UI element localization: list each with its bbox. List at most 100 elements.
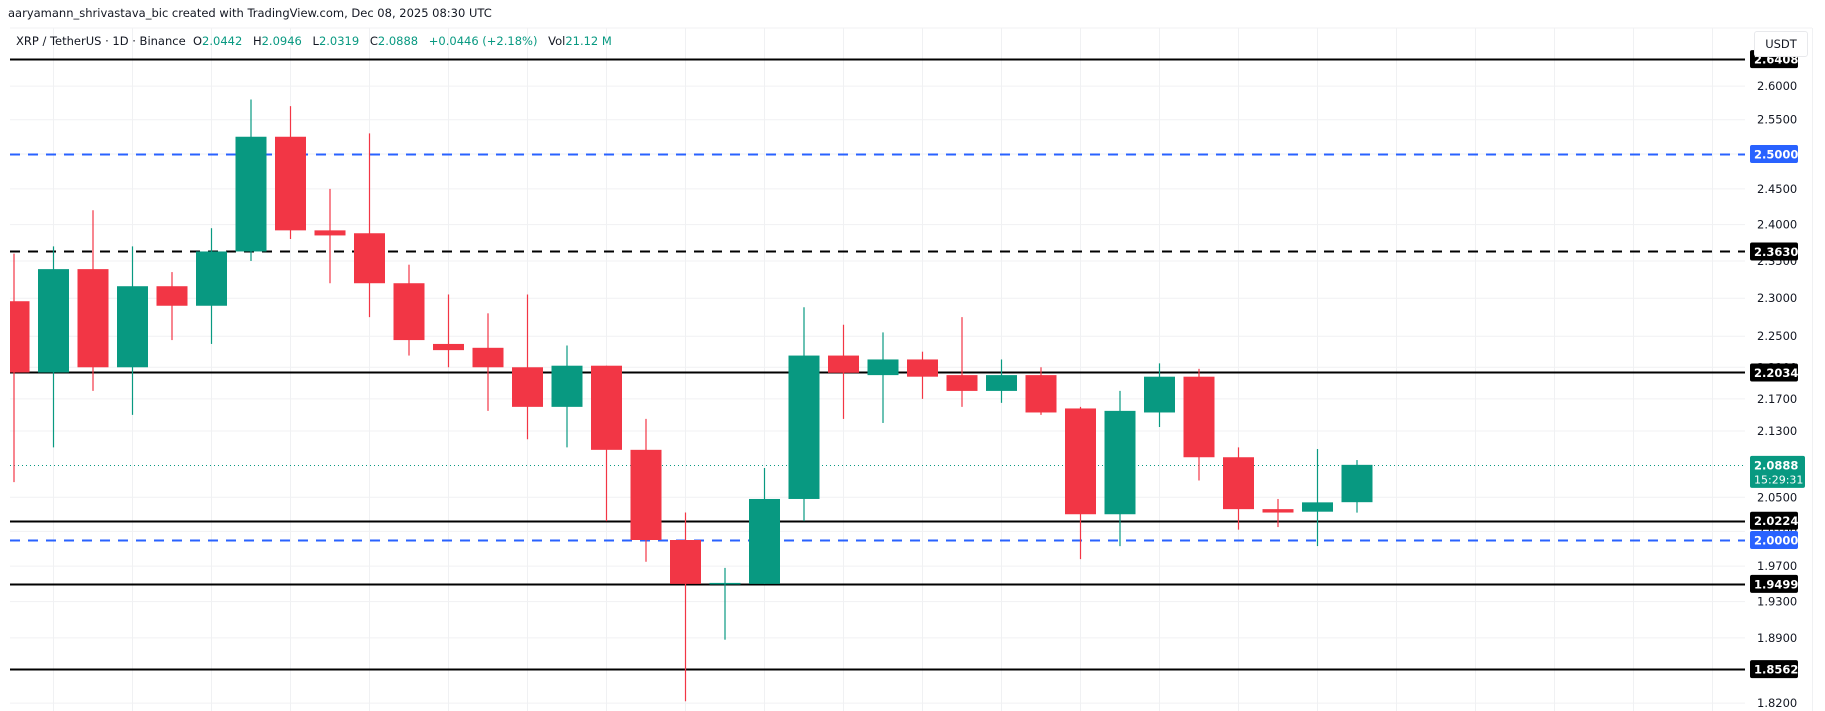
axis-tick-label: 2.6000 (1757, 79, 1797, 93)
candle-bearish[interactable] (156, 272, 188, 341)
candle-bearish[interactable] (1025, 367, 1057, 415)
open-label: O (192, 34, 203, 48)
candle-body (1065, 408, 1096, 515)
axis-tick-label: 2.2500 (1757, 329, 1797, 343)
candle-body (551, 365, 583, 407)
candle-bearish[interactable] (10, 253, 30, 483)
candle-bearish[interactable] (77, 210, 109, 391)
candle-body (591, 365, 622, 450)
candle-body (354, 233, 385, 284)
candle-body (670, 540, 701, 584)
candle-bullish[interactable] (117, 246, 148, 415)
candle-bearish[interactable] (433, 294, 464, 368)
candle-bullish[interactable] (551, 345, 583, 448)
axis-tick-label: 2.1300 (1757, 424, 1797, 438)
low-label: L (312, 34, 319, 48)
candle-bearish[interactable] (946, 317, 978, 407)
candle-body (946, 375, 978, 391)
axis-tick-label: 2.0500 (1757, 490, 1797, 504)
candle-body (10, 301, 30, 373)
candle-bullish[interactable] (38, 246, 69, 448)
open-value: 2.0442 (202, 34, 243, 48)
volume-label: Vol (548, 34, 566, 48)
axis-tick-label: 2.3000 (1757, 291, 1797, 305)
candle-bullish[interactable] (1144, 363, 1175, 427)
currency-unit-button[interactable]: USDT (1754, 31, 1808, 57)
candle-bearish[interactable] (314, 188, 346, 284)
candle-bearish[interactable] (828, 324, 859, 419)
chart-credit: aaryamann_shrivastava_bic created with T… (8, 6, 492, 20)
candle-bearish[interactable] (512, 294, 543, 440)
candle-bullish[interactable] (709, 567, 741, 640)
candle-bearish[interactable] (1183, 368, 1215, 481)
candle-bullish[interactable] (1302, 449, 1333, 547)
change-value: +0.0446 (+2.18%) (428, 34, 538, 48)
candle-bearish[interactable] (354, 133, 385, 318)
candle-bearish[interactable] (1065, 406, 1096, 560)
price-label-badge[interactable] (1750, 511, 1798, 530)
candle-bearish[interactable] (907, 351, 938, 399)
candle-body (630, 449, 662, 540)
price-label-badge[interactable] (1750, 242, 1798, 261)
candle-bullish[interactable] (749, 467, 780, 584)
candle-bearish[interactable] (630, 418, 662, 562)
candle-body (788, 355, 820, 499)
price-label-badge[interactable] (1750, 531, 1798, 549)
low-value: 2.0319 (318, 34, 360, 48)
axis-tick-label: 2.1700 (1757, 392, 1797, 406)
axis-tick-label: 2.5500 (1757, 113, 1797, 127)
symbol-name[interactable]: XRP / TetherUS · 1D · Binance (16, 34, 186, 48)
candle-bearish[interactable] (670, 512, 701, 702)
price-label-badge[interactable] (1750, 574, 1798, 593)
candle-bearish[interactable] (591, 365, 622, 522)
price-label-text: 2.0224 (1754, 514, 1798, 528)
candle-bearish[interactable] (1262, 498, 1294, 528)
candle-body (235, 136, 267, 252)
candle-body (1223, 457, 1254, 510)
candle-body (314, 230, 346, 236)
price-label-badge[interactable] (1750, 363, 1798, 382)
candle-bullish[interactable] (986, 359, 1017, 403)
axis-tick-label: 1.9300 (1757, 595, 1797, 609)
candle-bullish[interactable] (235, 99, 267, 262)
volume-value: 21.12 M (565, 34, 612, 48)
candle-body (749, 498, 780, 584)
candle-body (867, 359, 899, 376)
candle-body (1144, 376, 1175, 413)
candle-body (828, 355, 859, 373)
candle-body (275, 136, 306, 231)
candle-bearish[interactable] (472, 313, 504, 411)
candle-body (117, 286, 148, 368)
candle-body (907, 359, 938, 377)
candle-bullish[interactable] (1104, 390, 1136, 547)
candle-bullish[interactable] (196, 228, 227, 344)
candle-body (1302, 502, 1333, 512)
candle-body (196, 251, 227, 306)
candle-body (709, 582, 741, 585)
close-label: C (369, 34, 378, 48)
axis-background (1746, 56, 1812, 711)
candle-body (38, 269, 69, 373)
price-label-badge[interactable] (1750, 660, 1798, 679)
countdown-timer-text: 15:29:31 (1754, 473, 1803, 486)
current-price-badge[interactable] (1750, 455, 1805, 488)
price-axis[interactable]: 2.60002.55002.50002.45002.40002.35002.30… (1746, 28, 1813, 711)
candles (10, 99, 1373, 702)
candle-bullish[interactable] (1341, 460, 1373, 513)
candle-bullish[interactable] (788, 307, 820, 522)
candle-body (512, 367, 543, 407)
candle-bullish[interactable] (867, 332, 899, 423)
price-label-text: 2.0000 (1754, 534, 1798, 548)
candle-body (393, 283, 425, 341)
candle-bearish[interactable] (393, 264, 425, 356)
candle-bearish[interactable] (275, 106, 306, 240)
price-label-text: 2.5000 (1754, 147, 1798, 161)
axis-tick-label: 1.9700 (1757, 559, 1797, 573)
close-value: 2.0888 (377, 34, 419, 48)
price-label-badge[interactable] (1750, 144, 1798, 163)
candle-body (986, 375, 1017, 391)
candle-body (1183, 376, 1215, 458)
candle-bearish[interactable] (1223, 447, 1254, 530)
candle-body (156, 286, 188, 306)
